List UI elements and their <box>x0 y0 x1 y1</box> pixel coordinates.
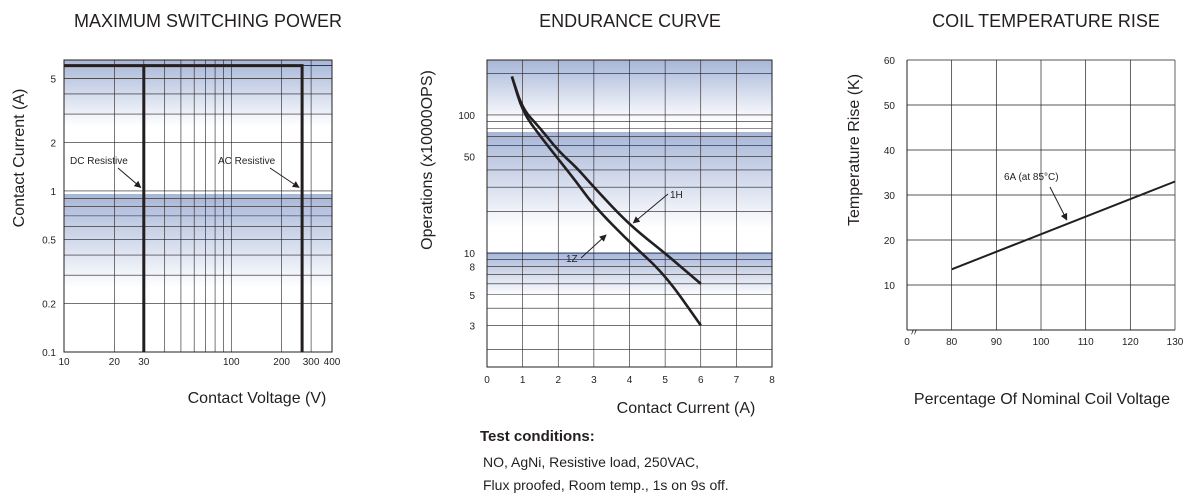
chart2-xtick-label: 6 <box>698 375 704 386</box>
chart3-ylabel: Temperature Rise (K) <box>846 74 863 226</box>
chart3-annotations: 6A (at 85°C) <box>1004 172 1068 221</box>
chart3-annotation-6a-arrow <box>1049 186 1068 221</box>
chart-endurance-curve: ENDURANCE CURVE 0 1 2 3 4 5 6 7 8 3 5 8 10 50 100 1H 1Z… <box>419 11 775 417</box>
chart1-xtick-label: 20 <box>109 357 121 368</box>
chart3-ytick-label: 30 <box>884 191 896 202</box>
chart1-annotations: DC Resistive AC Resistive <box>70 156 300 188</box>
chart2-ytick-label: 50 <box>464 153 476 164</box>
chart1-xtick-label: 300 <box>303 357 320 368</box>
chart2-annotation-1h: 1H <box>670 190 683 201</box>
test-conditions-heading: Test conditions: <box>480 428 595 445</box>
chart2-annotations: 1H 1Z <box>566 190 683 265</box>
chart3-xtick-label: 100 <box>1033 337 1050 348</box>
chart2-xtick-label: 4 <box>627 375 633 386</box>
test-conditions: Test conditions: NO, AgNi, Resistive loa… <box>480 428 729 493</box>
chart2-xtick-label: 1 <box>520 375 526 386</box>
test-conditions-line2: Flux proofed, Room temp., 1s on 9s off. <box>483 477 729 493</box>
chart3-xtick-label: 90 <box>991 337 1003 348</box>
chart2-xtick-label: 8 <box>769 375 775 386</box>
chart2-xtick-label: 5 <box>662 375 668 386</box>
chart2-xtick-label: 0 <box>484 375 490 386</box>
chart1-ytick-label: 0.5 <box>42 235 56 246</box>
chart2-xtick-label: 2 <box>555 375 561 386</box>
chart1-xtick-label: 30 <box>138 357 150 368</box>
chart1-annotation-ac-arrow <box>269 167 300 188</box>
chart3-xtick-label: 110 <box>1078 337 1094 348</box>
chart2-ylabel: Operations (x10000OPS) <box>419 70 436 250</box>
chart3-xtick-label: 80 <box>946 337 958 348</box>
chart1-band-middle <box>64 194 332 288</box>
chart3-annotation-6a: 6A (at 85°C) <box>1004 172 1059 183</box>
chart3-xtick-label: 120 <box>1122 337 1139 348</box>
chart2-series-line <box>510 76 702 327</box>
chart2-ytick-label: 100 <box>458 111 475 122</box>
chart3-axis-break-mark: 〃 <box>909 328 919 339</box>
chart1-series <box>64 64 304 352</box>
chart1-xtick-label: 200 <box>273 357 290 368</box>
chart3-ytick-label: 10 <box>884 281 896 292</box>
chart-coil-temperature-rise: COIL TEMPERATURE RISE 〃 0 80 90 100 110 120 13… <box>846 11 1184 408</box>
chart1-annotation-dc-arrow <box>117 167 142 188</box>
chart1-xtick-label: 10 <box>58 357 70 368</box>
chart1-annotation-dc: DC Resistive <box>70 156 128 167</box>
chart1-ytick-label: 2 <box>50 138 56 149</box>
chart2-frame <box>486 59 773 368</box>
chart2-annotation-1h-arrow <box>632 193 669 224</box>
chart1-tick-labels: 10 20 30 100 200 300 400 0.1 0.2 0.5 1 2 5 <box>42 74 341 368</box>
chart2-tick-labels: 0 1 2 3 4 5 6 7 8 3 5 8 10 50 100 <box>458 111 775 386</box>
chart1-frame <box>63 59 333 353</box>
chart1-ytick-label: 0.2 <box>42 300 56 311</box>
chart3-title: COIL TEMPERATURE RISE <box>932 11 1160 31</box>
chart3-grid <box>907 59 1176 330</box>
chart2-xtick-label: 7 <box>734 375 740 386</box>
chart3-axes <box>906 60 1175 331</box>
chart2-xtick-label: 3 <box>591 375 597 386</box>
chart2-series <box>510 76 702 327</box>
chart3-series-line <box>951 180 1176 271</box>
chart2-grid <box>487 60 772 367</box>
chart3-tick-labels: 0 80 90 100 110 120 130 10 20 30 40 50 60 <box>884 56 1184 348</box>
chart3-xlabel: Percentage Of Nominal Coil Voltage <box>914 391 1170 408</box>
chart-max-switching-power: MAXIMUM SWITCHING POWER 10 20 30 100 200 300 4… <box>11 11 342 407</box>
chart1-ytick-label: 5 <box>50 74 56 85</box>
chart1-ytick-label: 1 <box>50 187 56 198</box>
chart1-series-line <box>143 64 304 352</box>
chart2-annotation-1z-arrow <box>580 234 607 259</box>
chart1-ytick-label: 0.1 <box>42 348 56 359</box>
chart3-series <box>951 180 1176 271</box>
chart2-title: ENDURANCE CURVE <box>539 11 721 31</box>
chart1-ylabel: Contact Current (A) <box>11 89 28 228</box>
chart1-title: MAXIMUM SWITCHING POWER <box>74 11 342 31</box>
chart2-annotation-1z: 1Z <box>566 254 578 265</box>
chart3-ytick-label: 40 <box>884 146 896 157</box>
chart2-ytick-label: 10 <box>464 249 476 260</box>
chart1-xtick-label: 100 <box>223 357 240 368</box>
chart3-ytick-label: 60 <box>884 56 896 67</box>
chart1-annotation-ac: AC Resistive <box>218 156 276 167</box>
chart3-ytick-label: 20 <box>884 236 896 247</box>
chart2-ytick-label: 5 <box>469 291 475 302</box>
chart3-ytick-label: 50 <box>884 101 896 112</box>
chart1-xtick-label: 400 <box>324 357 341 368</box>
test-conditions-line1: NO, AgNi, Resistive load, 250VAC, <box>483 454 699 470</box>
chart1-band-top <box>64 60 332 126</box>
chart2-ytick-label: 3 <box>469 321 475 332</box>
chart3-xtick-label: 0 <box>904 337 910 348</box>
chart1-xlabel: Contact Voltage (V) <box>188 390 327 407</box>
chart3-xtick-label: 130 <box>1167 337 1184 348</box>
chart2-xlabel: Contact Current (A) <box>617 400 756 417</box>
chart2-ytick-label: 8 <box>469 263 475 274</box>
